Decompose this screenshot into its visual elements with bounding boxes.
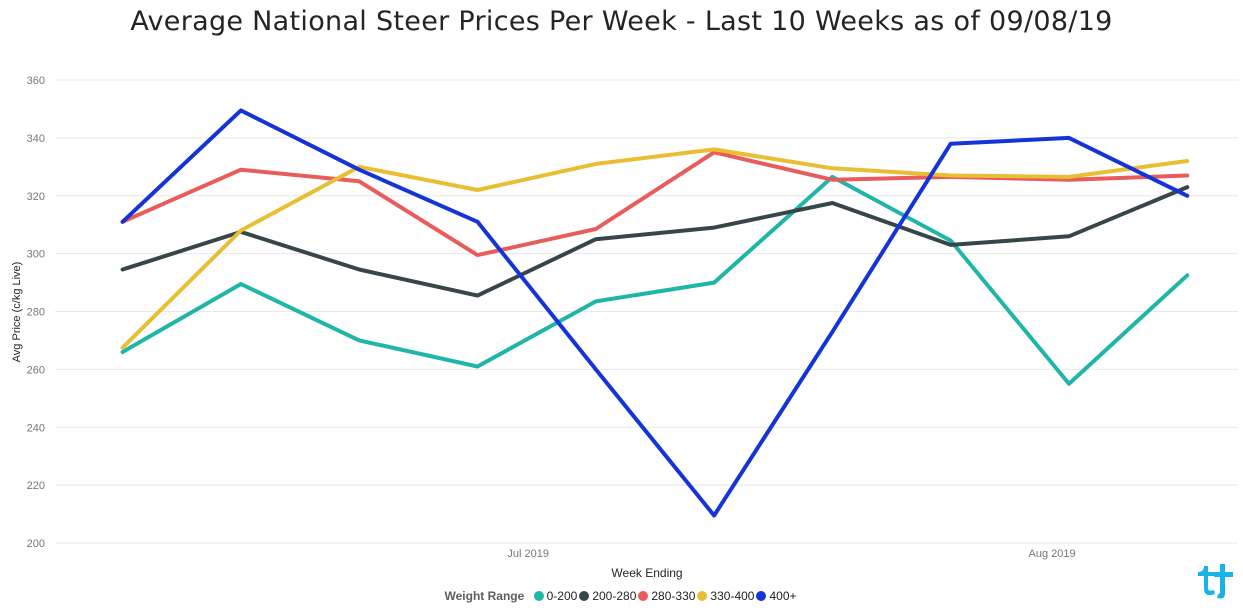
series-line-200-280 [120, 185, 1190, 298]
legend-swatch [697, 591, 708, 601]
y-tick-label: 260 [27, 364, 45, 376]
legend-label: 330-400 [710, 589, 755, 603]
legend-label: 0-200 [546, 589, 578, 603]
legend-swatch [756, 591, 767, 601]
y-axis-ticks: 200 220 240 260 280 300 320 340 360 [27, 75, 45, 550]
legend-items: 0-200 200-280 280-330 330-400 400+ [533, 589, 799, 603]
y-tick-label: 240 [27, 422, 45, 434]
legend-title: Weight Range [444, 589, 525, 603]
legend-swatch [579, 591, 590, 601]
y-tick-label: 280 [27, 307, 45, 319]
y-tick-label: 200 [27, 538, 45, 550]
legend-label: 400+ [769, 589, 797, 603]
legend-label: 280-330 [651, 589, 696, 603]
y-tick-label: 360 [27, 75, 45, 87]
legend-item-400+[interactable]: 400+ [756, 589, 797, 603]
legend-swatch [533, 591, 544, 601]
legend: Weight Range 0-200 200-280 280-330 330-400 4… [0, 589, 1243, 603]
series-line-400+ [120, 108, 1190, 518]
x-axis-label: Week Ending [611, 566, 682, 580]
y-tick-label: 300 [27, 249, 45, 261]
y-tick-label: 340 [27, 133, 45, 145]
y-tick-label: 320 [27, 191, 45, 203]
series-line-280-330 [120, 150, 1190, 258]
legend-item-280-330[interactable]: 280-330 [638, 589, 695, 603]
x-tick-label: Jul 2019 [507, 548, 549, 560]
tplus-logo-icon [1198, 564, 1233, 599]
legend-item-330-400[interactable]: 330-400 [697, 589, 754, 603]
series-line-330-400 [120, 147, 1190, 350]
legend-swatch [638, 591, 649, 601]
legend-item-200-280[interactable]: 200-280 [579, 589, 636, 603]
y-axis-label: Avg Price (c/kg Live) [11, 262, 23, 363]
y-tick-label: 220 [27, 480, 45, 492]
legend-item-0-200[interactable]: 0-200 [533, 589, 578, 603]
legend-label: 200-280 [592, 589, 637, 603]
gridlines [55, 79, 1238, 544]
chart-title: Average National Steer Prices Per Week -… [130, 6, 1113, 37]
series-lines [120, 108, 1190, 518]
series-line-0-200 [120, 174, 1190, 386]
x-tick-label: Aug 2019 [1029, 548, 1076, 560]
x-axis-ticks: Jul 2019 Aug 2019 [507, 548, 1075, 560]
